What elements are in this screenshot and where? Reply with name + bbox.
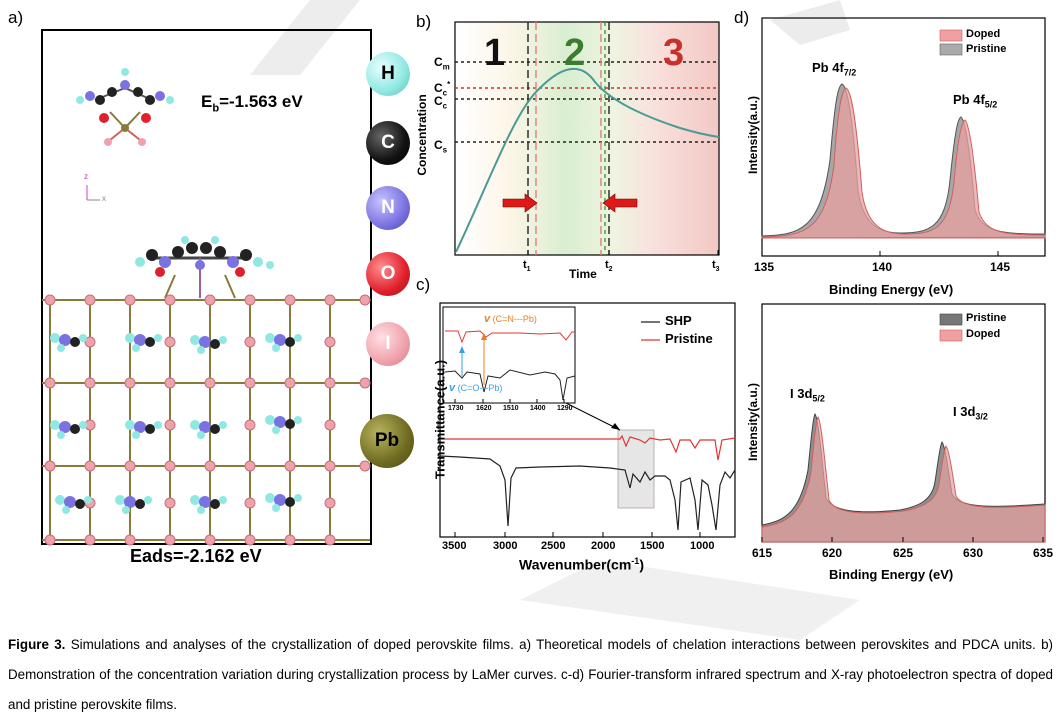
panel-c-ftir-chart: [439, 302, 736, 538]
caption-figure-number: Figure 3.: [8, 637, 66, 652]
inset-top-annotation: v (C=N---Pb): [484, 313, 537, 325]
panel-c-xticks: 3500 3000 2500 2000 1500 1000: [442, 540, 715, 552]
peak-i3d32: I 3d3/2: [953, 404, 988, 422]
xps-bottom-xlabel: Binding Energy (eV): [829, 567, 954, 582]
xps-bottom-xticks: 615 620 625 630 635: [752, 546, 1054, 560]
atom-legend-n: N: [366, 186, 410, 230]
xps-top-xlabel: Binding Energy (eV): [829, 282, 954, 297]
xtick-t3: t3: [712, 259, 720, 274]
region-1: 1: [484, 32, 506, 74]
panel-d-xps-charts: [761, 17, 1046, 543]
panel-b-label: b): [416, 12, 432, 31]
xps-bottom-ylabel: Intensity(a.u.): [746, 383, 760, 462]
molecule-isolated: [76, 68, 174, 146]
atom-legend-h: H: [366, 52, 410, 96]
axis-x-label: x: [102, 194, 106, 203]
xps-top-xticks: 135 140 145: [754, 260, 1011, 274]
panel-c-xlabel: Wavenumber(cm-1): [519, 556, 644, 573]
xps-top-legend-pristine: Pristine: [966, 43, 1007, 55]
peak-pb4f52: Pb 4f5/2: [953, 92, 998, 110]
xps-top-legend-doped: Doped: [966, 28, 1001, 40]
atom-legend-i: I: [366, 322, 410, 366]
eb-label: Eb=-1.563 eV: [201, 92, 303, 115]
atom-legend-pb: Pb: [360, 414, 414, 468]
peak-i3d52: I 3d5/2: [790, 386, 825, 404]
xtick-t1: t1: [523, 259, 531, 274]
caption-text: Simulations and analyses of the crystall…: [8, 637, 1053, 712]
ylevel-cc-star: Cc*: [434, 80, 451, 98]
panel-a-label: a): [8, 8, 24, 27]
peak-pb4f72: Pb 4f7/2: [812, 60, 857, 78]
panel-b-xlabel: Time: [569, 267, 597, 281]
xps-bottom-legend-pristine: Pristine: [966, 312, 1007, 324]
ylevel-cc: Cc: [434, 94, 448, 111]
region-2: 2: [564, 32, 586, 74]
ylevel-cm: Cm: [434, 55, 450, 72]
xps-top-ylabel: Intensity(a.u.): [746, 96, 760, 175]
region-3: 3: [663, 32, 685, 74]
perovskite-lattice: [42, 294, 371, 546]
panel-a-structure: [41, 29, 372, 546]
legend-shp: SHP: [665, 313, 692, 328]
figure-caption: Figure 3. Simulations and analyses of th…: [8, 630, 1053, 720]
legend-pristine: Pristine: [665, 331, 713, 346]
molecule-adsorbed: [135, 236, 274, 299]
panel-c-label: c): [416, 275, 431, 294]
atom-legend-o: O: [366, 252, 410, 296]
eads-label: Eads=-2.162 eV: [130, 546, 262, 566]
xtick-t2: t2: [605, 259, 613, 274]
ylevel-cs: Cs: [434, 138, 448, 155]
xps-bottom-legend-doped: Doped: [966, 328, 1001, 340]
atom-legend-c: C: [366, 121, 410, 165]
panel-b-lamer-chart: [454, 21, 720, 256]
axis-z-label: z: [84, 172, 88, 181]
inset-bottom-annotation: v (C=O---Pb): [449, 382, 503, 394]
panel-d-label: d): [734, 8, 750, 27]
